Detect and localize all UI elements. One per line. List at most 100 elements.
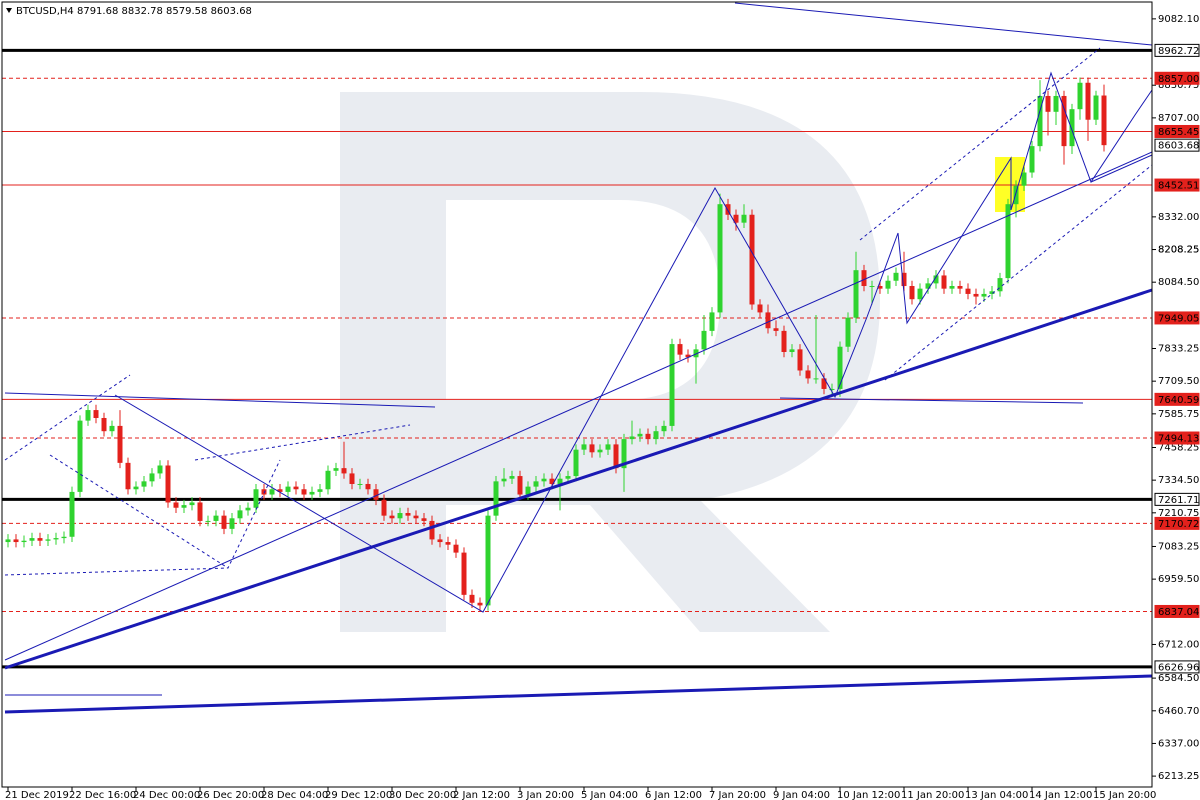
level-box	[1154, 124, 1200, 138]
level-label: 7261.71	[1158, 495, 1199, 506]
candle-body	[869, 286, 875, 288]
candle-body	[117, 425, 123, 463]
candle-body	[245, 507, 251, 511]
candle-body	[725, 204, 731, 215]
candle-body	[1061, 95, 1067, 147]
candle-body	[421, 518, 427, 521]
candle-body	[261, 489, 267, 495]
candle-body	[509, 476, 515, 479]
candle-body	[221, 515, 227, 529]
candle-body	[541, 478, 547, 482]
candle-body	[597, 449, 603, 453]
candle-body	[333, 468, 339, 471]
candle-body	[789, 349, 795, 353]
candle-body	[629, 436, 635, 440]
candle-body	[973, 293, 979, 297]
candle-body	[637, 433, 643, 437]
candle-body	[781, 330, 787, 353]
candle-body	[357, 483, 363, 485]
candle-body	[1085, 82, 1091, 120]
candle-body	[189, 502, 195, 506]
candle-body	[317, 489, 323, 492]
candle-body	[381, 499, 387, 516]
candle-body	[101, 417, 107, 432]
candle-body	[1069, 109, 1075, 147]
candle-body	[109, 425, 115, 432]
candle-body	[325, 470, 331, 490]
candle-body	[677, 344, 683, 355]
candle-body	[885, 280, 891, 289]
candle-body	[765, 312, 771, 329]
candle-body	[821, 378, 827, 389]
candle-body	[741, 214, 747, 223]
candle-body	[269, 489, 275, 495]
level-label: 8962.72	[1158, 46, 1199, 57]
y-tick-label: 7210.75	[1158, 508, 1199, 519]
candle-body	[613, 444, 619, 469]
candle-body	[661, 425, 667, 432]
level-label: 7949.05	[1158, 313, 1199, 324]
highlight-zone	[995, 157, 1025, 212]
x-tick-label: 28 Dec 04:00	[261, 790, 328, 800]
level-box	[1154, 138, 1200, 152]
y-tick-label: 7083.25	[1158, 541, 1199, 552]
candle-body	[61, 536, 67, 539]
candle-body	[525, 486, 531, 495]
candle-body	[877, 286, 883, 289]
y-tick-label: 7709.50	[1158, 376, 1199, 387]
candle-body	[1077, 82, 1083, 110]
candle-body	[293, 486, 299, 490]
y-tick-label: 6584.50	[1158, 673, 1199, 684]
candle-body	[93, 410, 99, 418]
level-label: 8655.45	[1158, 127, 1199, 138]
candle-body	[437, 539, 443, 543]
candle-body	[733, 214, 739, 223]
candle-body	[829, 388, 835, 390]
level-box	[1154, 516, 1200, 530]
candle-body	[213, 515, 219, 521]
candle-body	[549, 478, 555, 484]
candle-body	[957, 286, 963, 289]
y-tick-label: 6337.00	[1158, 738, 1199, 749]
x-tick-label: 13 Jan 04:00	[965, 790, 1028, 800]
x-tick-label: 24 Dec 00:00	[133, 790, 200, 800]
candle-body	[157, 465, 163, 474]
candle-body	[645, 433, 651, 440]
candle-body	[493, 481, 499, 516]
candle-body	[717, 204, 723, 313]
candle-body	[77, 420, 83, 492]
x-tick-label: 30 Dec 20:00	[389, 790, 456, 800]
candle-body	[469, 594, 475, 603]
y-tick-label: 7458.25	[1158, 442, 1199, 453]
candle-body	[13, 539, 19, 543]
candle-body	[501, 478, 507, 482]
level-box	[1154, 492, 1200, 506]
candle-body	[837, 346, 843, 389]
candle-body	[1093, 95, 1099, 120]
candle-body	[797, 349, 803, 371]
y-tick-label: 7833.25	[1158, 344, 1199, 355]
candle-body	[685, 354, 691, 358]
candle-body	[341, 468, 347, 474]
candle-body	[517, 476, 523, 495]
x-tick-label: 11 Jan 20:00	[901, 790, 964, 800]
candle-body	[29, 538, 35, 541]
candle-body	[813, 378, 819, 380]
candle-body	[1101, 95, 1107, 146]
candle-body	[581, 444, 587, 450]
level-box	[1154, 431, 1200, 445]
watermark	[340, 92, 880, 632]
candle-body	[1013, 185, 1019, 205]
candle-body	[277, 489, 283, 492]
candle-body	[1045, 95, 1051, 112]
symbol-icon	[6, 8, 12, 13]
candle-body	[133, 486, 139, 490]
candle-body	[237, 510, 243, 519]
candle-body	[701, 330, 707, 350]
candle-body	[197, 502, 203, 521]
level-box	[1154, 71, 1200, 85]
chart-title: BTCUSD,H4 8791.68 8832.78 8579.58 8603.6…	[16, 6, 252, 17]
y-tick-label: 8830.75	[1158, 80, 1199, 91]
candle-body	[21, 540, 27, 543]
candle-body	[909, 286, 915, 300]
